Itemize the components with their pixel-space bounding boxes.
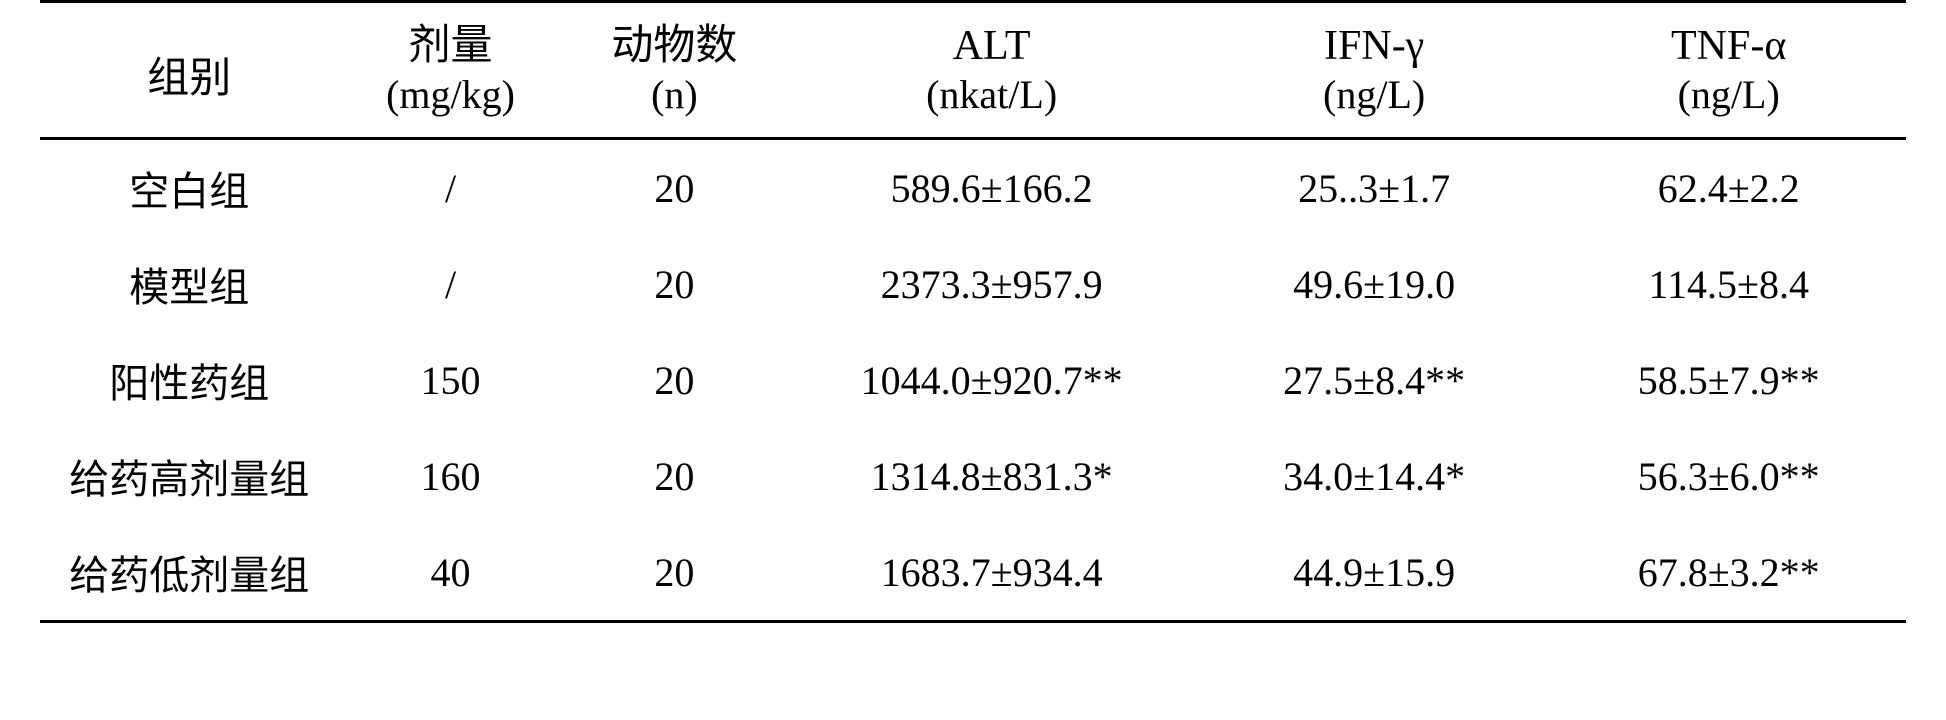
data-table: 组别 剂量 动物数 ALT IFN-γ TNF-α (mg/kg) (n) (n… [40,0,1906,623]
cell-dose: 160 [339,428,563,524]
col-header-tnf: TNF-α [1551,3,1906,71]
cell-ifn: 44.9±15.9 [1197,524,1552,622]
cell-tnf: 58.5±7.9** [1551,332,1906,428]
table-header: 组别 剂量 动物数 ALT IFN-γ TNF-α (mg/kg) (n) (n… [40,2,1906,139]
table-row: 给药低剂量组 40 20 1683.7±934.4 44.9±15.9 67.8… [40,524,1906,622]
cell-alt: 1683.7±934.4 [786,524,1197,622]
cell-ifn: 49.6±19.0 [1197,236,1552,332]
cell-alt: 2373.3±957.9 [786,236,1197,332]
cell-ifn: 25..3±1.7 [1197,139,1552,237]
table-row: 阳性药组 150 20 1044.0±920.7** 27.5±8.4** 58… [40,332,1906,428]
col-header-dose: 剂量 [339,3,563,71]
cell-group: 阳性药组 [40,332,339,428]
cell-n: 20 [562,332,786,428]
cell-dose: 150 [339,332,563,428]
cell-tnf: 67.8±3.2** [1551,524,1906,622]
cell-tnf: 62.4±2.2 [1551,139,1906,237]
cell-group: 给药低剂量组 [40,524,339,622]
cell-group: 模型组 [40,236,339,332]
cell-tnf: 114.5±8.4 [1551,236,1906,332]
col-header-alt: ALT [786,3,1197,71]
col-subheader-alt: (nkat/L) [786,71,1197,137]
data-table-container: 组别 剂量 动物数 ALT IFN-γ TNF-α (mg/kg) (n) (n… [0,0,1946,623]
col-subheader-ifn: (ng/L) [1197,71,1552,137]
cell-ifn: 27.5±8.4** [1197,332,1552,428]
cell-alt: 1314.8±831.3* [786,428,1197,524]
cell-group: 空白组 [40,139,339,237]
cell-tnf: 56.3±6.0** [1551,428,1906,524]
cell-alt: 1044.0±920.7** [786,332,1197,428]
cell-alt: 589.6±166.2 [786,139,1197,237]
col-subheader-tnf: (ng/L) [1551,71,1906,137]
cell-n: 20 [562,236,786,332]
col-header-group: 组别 [40,36,339,104]
cell-dose: / [339,139,563,237]
col-header-n: 动物数 [562,3,786,71]
table-row: 模型组 / 20 2373.3±957.9 49.6±19.0 114.5±8.… [40,236,1906,332]
col-subheader-dose: (mg/kg) [339,71,563,137]
cell-ifn: 34.0±14.4* [1197,428,1552,524]
cell-dose: / [339,236,563,332]
cell-n: 20 [562,428,786,524]
cell-n: 20 [562,139,786,237]
table-row: 给药高剂量组 160 20 1314.8±831.3* 34.0±14.4* 5… [40,428,1906,524]
cell-dose: 40 [339,524,563,622]
table-row: 空白组 / 20 589.6±166.2 25..3±1.7 62.4±2.2 [40,139,1906,237]
cell-n: 20 [562,524,786,622]
table-body: 空白组 / 20 589.6±166.2 25..3±1.7 62.4±2.2 … [40,139,1906,622]
cell-group: 给药高剂量组 [40,428,339,524]
col-header-ifn: IFN-γ [1197,3,1552,71]
col-subheader-n: (n) [562,71,786,137]
